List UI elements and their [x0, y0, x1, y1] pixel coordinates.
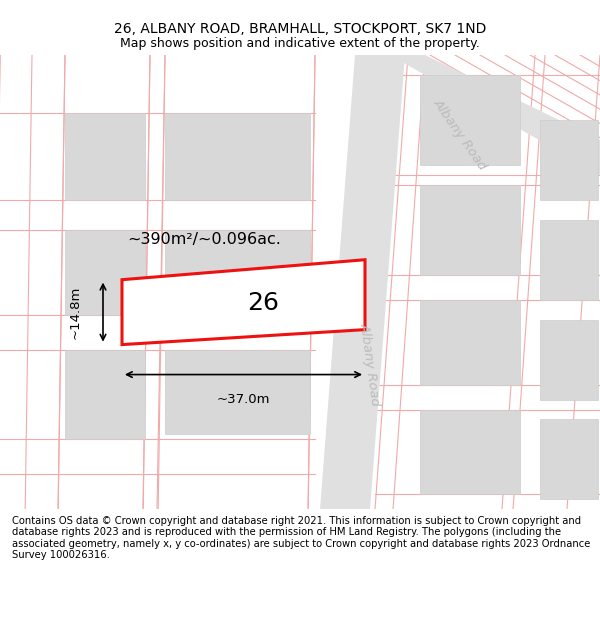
Bar	[165, 349, 310, 434]
Text: 26: 26	[248, 291, 280, 316]
Bar	[540, 319, 598, 399]
Text: Map shows position and indicative extent of the property.: Map shows position and indicative extent…	[120, 38, 480, 51]
Bar	[420, 185, 520, 275]
Bar	[65, 349, 145, 439]
Polygon shape	[390, 55, 600, 175]
Text: 26, ALBANY ROAD, BRAMHALL, STOCKPORT, SK7 1ND: 26, ALBANY ROAD, BRAMHALL, STOCKPORT, SK…	[114, 22, 486, 36]
Text: Albany Road: Albany Road	[431, 97, 490, 173]
Bar	[165, 113, 310, 200]
Bar	[540, 220, 598, 299]
Text: Albany Road: Albany Road	[358, 322, 382, 407]
Bar	[540, 419, 598, 499]
Text: ~390m²/~0.096ac.: ~390m²/~0.096ac.	[127, 232, 281, 247]
Bar	[420, 409, 520, 494]
Bar	[65, 230, 145, 314]
Bar	[420, 299, 520, 384]
Polygon shape	[320, 55, 405, 509]
Text: ~14.8m: ~14.8m	[68, 286, 82, 339]
Bar	[65, 113, 145, 200]
Text: ~37.0m: ~37.0m	[217, 392, 270, 406]
Bar	[540, 120, 598, 200]
Text: Contains OS data © Crown copyright and database right 2021. This information is : Contains OS data © Crown copyright and d…	[12, 516, 590, 561]
Bar	[165, 230, 310, 314]
Polygon shape	[122, 260, 365, 344]
Bar	[420, 75, 520, 165]
